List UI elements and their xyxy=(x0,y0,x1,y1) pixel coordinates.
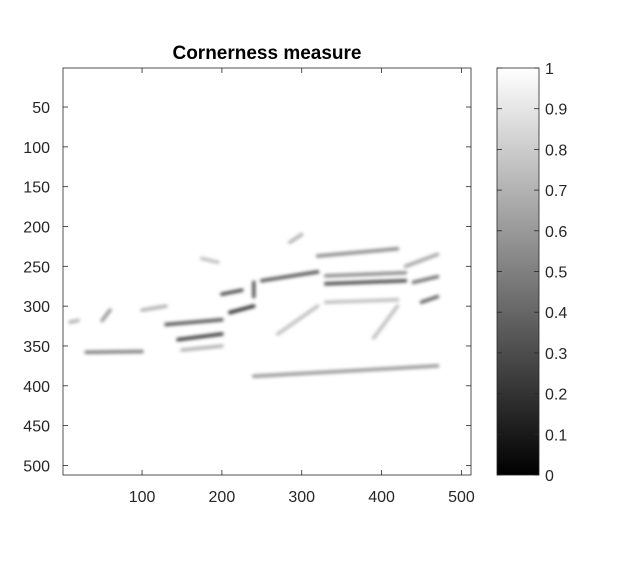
heatmap-feature-12 xyxy=(411,274,440,285)
y-tick-label: 350 xyxy=(23,339,50,356)
colorbar-tick-label: 0.2 xyxy=(545,387,567,404)
colorbar-tick-label: 0 xyxy=(545,468,554,485)
colorbar-tick-label: 0.7 xyxy=(545,183,567,200)
heatmap-feature-1 xyxy=(176,332,224,342)
heatmap-feature-18 xyxy=(100,308,112,323)
heatmap-feature-15 xyxy=(323,298,400,304)
y-tick-label: 400 xyxy=(23,379,50,396)
heatmap-feature-17 xyxy=(140,304,168,312)
x-tick-label: 200 xyxy=(209,489,236,506)
colorbar-axis: 0 0.1 0.2 0.3 0.4 0.5 0.6 0.7 0.8 0.9 1 xyxy=(497,61,567,485)
colorbar-tick-label: 0.5 xyxy=(545,265,567,282)
heatmap-feature-11 xyxy=(419,294,440,304)
colorbar-tick-label: 0.8 xyxy=(545,142,567,159)
heatmap-features xyxy=(68,232,440,378)
chart-title: Cornerness measure xyxy=(172,43,361,64)
plot-frame xyxy=(62,67,472,476)
heatmap-image xyxy=(63,68,471,475)
heatmap-feature-4 xyxy=(260,270,320,283)
x-tick-label: 300 xyxy=(288,489,315,506)
x-axis: 100 200 300 400 500 xyxy=(129,68,475,506)
y-tick-label: 150 xyxy=(23,180,50,197)
x-tick-label: 400 xyxy=(368,489,395,506)
heatmap-feature-7 xyxy=(84,349,144,355)
heatmap-feature-2 xyxy=(323,278,408,286)
y-tick-label: 250 xyxy=(23,259,50,276)
colorbar-tick-label: 0.3 xyxy=(545,346,567,363)
y-tick-label: 100 xyxy=(23,140,50,157)
y-tick-label: 50 xyxy=(32,100,50,117)
x-tick-label: 100 xyxy=(129,489,156,506)
y-tick-label: 450 xyxy=(23,419,50,436)
colorbar-tick-label: 0.1 xyxy=(545,427,567,444)
heatmap-feature-14 xyxy=(276,304,320,336)
heatmap-feature-8 xyxy=(252,364,440,378)
heatmap-feature-13 xyxy=(403,252,440,269)
colorbar-tick-label: 0.9 xyxy=(545,102,567,119)
heatmap-feature-6 xyxy=(228,304,256,315)
y-tick-label: 200 xyxy=(23,219,50,236)
colorbar-tick-label: 0.6 xyxy=(545,224,567,241)
colorbar-tick-label: 0.4 xyxy=(545,305,567,322)
heatmap-feature-21 xyxy=(200,256,220,265)
heatmap-feature-3 xyxy=(323,270,408,278)
colorbar-tick-label: 1 xyxy=(545,61,554,78)
y-tick-label: 300 xyxy=(23,299,50,316)
colorbar xyxy=(496,67,540,476)
heatmap-feature-22 xyxy=(68,318,80,324)
y-axis: 50 100 150 200 250 300 350 400 450 500 xyxy=(23,100,471,475)
heatmap-feature-16 xyxy=(180,344,224,352)
heatmap-feature-0 xyxy=(164,317,224,327)
heatmap-feature-20 xyxy=(371,304,400,340)
y-tick-label: 500 xyxy=(23,458,50,475)
heatmap-feature-19 xyxy=(288,232,304,245)
x-tick-label: 500 xyxy=(448,489,475,506)
heatmap-feature-5 xyxy=(315,247,400,258)
heatmap-feature-9 xyxy=(220,288,244,296)
